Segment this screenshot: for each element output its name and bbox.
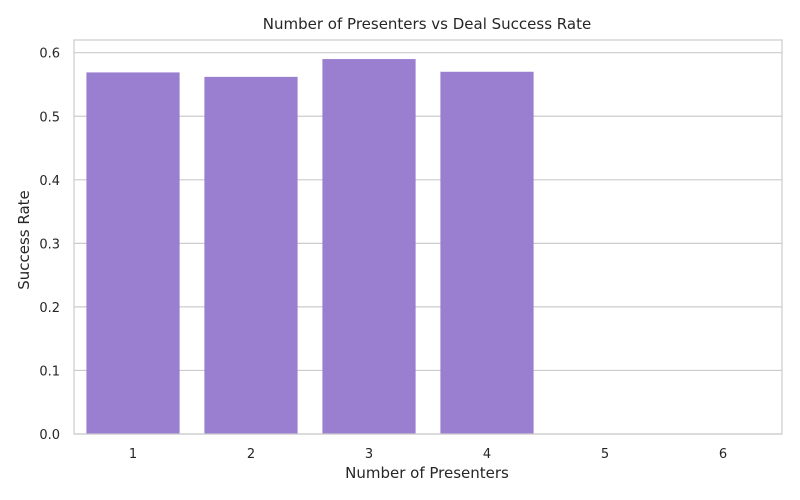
plot-frame <box>73 39 783 435</box>
y-tick-label: 0.3 <box>39 237 60 252</box>
y-tick-label: 0.5 <box>39 110 60 125</box>
y-tick-label: 0.6 <box>39 47 60 62</box>
bar <box>322 59 416 435</box>
bar <box>86 72 180 435</box>
bar <box>204 76 298 434</box>
bars <box>86 59 534 435</box>
x-tick-label: 4 <box>483 447 491 462</box>
x-tick-label: 6 <box>719 447 727 462</box>
gridlines <box>74 52 782 435</box>
y-tick-label: 0.1 <box>39 364 60 379</box>
bar <box>440 71 534 434</box>
x-tick-label: 5 <box>601 447 609 462</box>
y-tick-label: 0.0 <box>39 428 60 443</box>
y-tick-label: 0.2 <box>39 301 60 316</box>
x-tick-label: 2 <box>247 447 255 462</box>
x-tick-labels: 1 2 3 4 5 6 <box>129 447 727 462</box>
chart-title: Number of Presenters vs Deal Success Rat… <box>263 15 591 33</box>
y-tick-label: 0.4 <box>39 174 60 189</box>
x-tick-label: 3 <box>365 447 373 462</box>
x-axis-label: Number of Presenters <box>345 464 509 482</box>
y-tick-labels: 0.0 0.1 0.2 0.3 0.4 0.5 0.6 <box>39 47 60 443</box>
y-axis-label: Success Rate <box>15 190 33 290</box>
x-tick-label: 1 <box>129 447 137 462</box>
